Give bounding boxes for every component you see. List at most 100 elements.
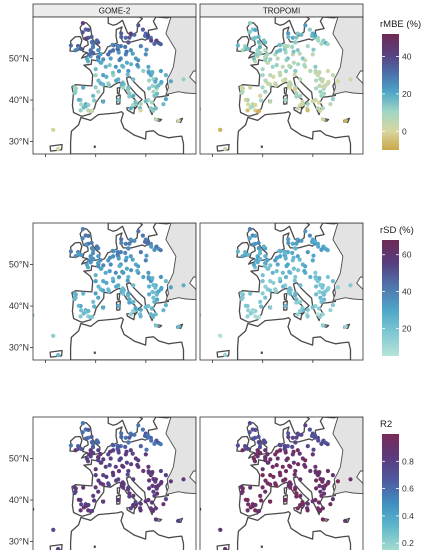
station-point [56,146,61,152]
station-point [168,479,173,484]
station-point [296,268,301,273]
lat-tick-label: 50°N [9,260,29,270]
facet-label: GOME-2 [99,7,131,16]
station-point [115,44,121,49]
station-point [290,241,295,246]
land-africa [69,511,185,550]
station-point [133,306,138,311]
station-point [128,431,133,436]
station-point [154,38,159,43]
station-point [96,264,101,269]
station-point [116,450,121,455]
colorbar-tick-label: 40 [402,287,412,297]
station-point [150,289,155,294]
station-point [151,489,156,494]
land-island [116,486,121,495]
station-point [124,460,129,465]
station-point [310,52,315,57]
station-point [116,275,122,280]
station-point [149,438,154,443]
station-point [116,497,121,503]
station-point [287,81,292,86]
station-point [248,311,253,316]
station-point [93,467,98,472]
station-point [297,451,302,456]
station-point [81,311,86,316]
station-point [79,46,84,52]
row-rsd: 50°N 40°N 30°N rSD (%) 60 40 20 [9,222,414,363]
land-scandinavia [274,17,310,37]
basemap [200,17,363,154]
station-point [117,57,122,63]
station-point [143,499,148,504]
station-point [103,64,108,69]
station-point [68,443,73,448]
station-point [258,493,263,498]
station-points [33,421,186,550]
station-point [316,438,321,443]
station-point [128,312,133,317]
station-point [158,442,163,447]
station-point [325,68,330,74]
station-point [91,50,96,56]
station-point [131,93,136,98]
station-point [89,246,94,251]
station-point [56,352,61,358]
station-point [253,427,258,432]
station-point [260,485,265,490]
station-point [297,51,302,56]
station-point [140,427,145,432]
station-point [89,240,94,245]
land-africa [236,511,352,550]
station-point [33,107,35,112]
station-point [119,34,124,40]
station-point [128,506,133,511]
station-point [161,102,166,107]
station-point [108,262,113,267]
station-point [253,27,258,32]
station-point [104,280,109,285]
station-point [96,455,101,460]
station-point [294,91,299,96]
station-point [152,93,157,98]
station-point [163,303,168,308]
station-point [149,38,154,43]
lat-tick-label: 40°N [9,495,29,505]
station-point [258,93,263,98]
station-point [257,445,263,450]
station-point [176,118,181,123]
station-point [292,278,297,283]
station-point [266,460,271,465]
land-scandinavia [107,417,143,437]
station-point [131,283,136,288]
station-point [298,493,303,498]
station-point [127,91,132,96]
lat-tick-label: 30°N [9,343,29,353]
station-point [153,285,158,290]
station-point [317,70,322,75]
station-point [143,305,148,310]
colorbar-tick-label: 0.8 [402,456,414,466]
station-point [136,229,141,234]
station-point [268,499,273,504]
land-island [116,86,121,95]
station-point [68,43,73,48]
station-point [126,68,131,74]
station-point [287,269,292,274]
station-point [152,441,157,446]
station-point [263,254,268,259]
station-point [136,264,141,269]
station-point [125,87,131,92]
station-point [294,94,299,99]
lat-tick-label: 50°N [9,54,29,64]
station-point [130,51,135,56]
station-point [72,485,77,490]
station-point [176,324,181,329]
lat-tick-label: 30°N [9,537,29,547]
colorbar [382,34,399,150]
station-point [79,446,84,451]
station-point [132,32,137,37]
station-point [99,60,104,65]
station-point [151,508,156,513]
station-point [268,305,273,310]
